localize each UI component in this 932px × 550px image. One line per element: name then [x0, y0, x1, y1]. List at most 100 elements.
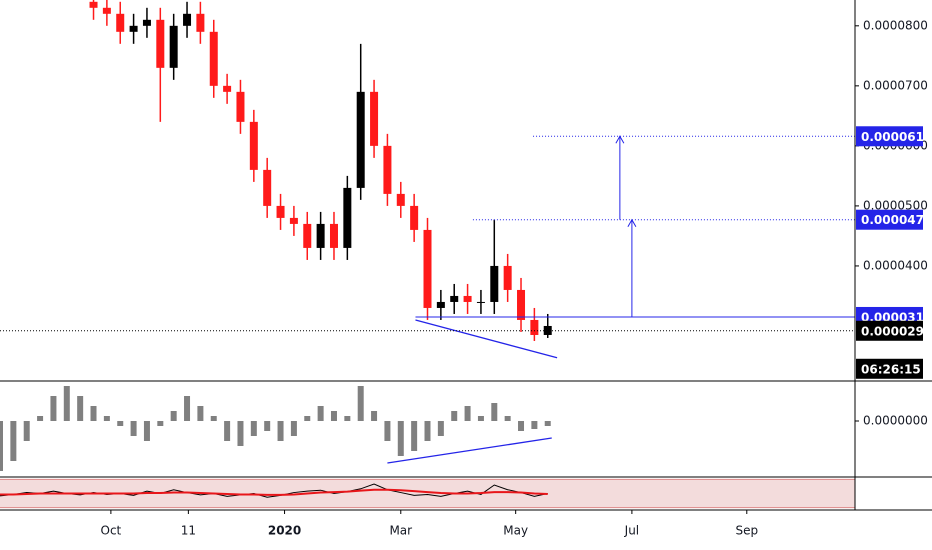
histogram-bar [424, 421, 431, 441]
candle-body [89, 1, 98, 8]
candle-body [289, 217, 298, 224]
y-tick-label: 0.0000800 [863, 18, 928, 32]
histogram-bar [411, 421, 418, 451]
candle-body [156, 19, 165, 68]
histogram-bar [250, 421, 257, 436]
histogram-bar [477, 416, 484, 421]
histogram-bar [357, 386, 364, 421]
candle-body [436, 301, 445, 308]
candle-body [396, 193, 405, 206]
y-tick-label: 0.0000000 [863, 414, 928, 428]
candle-body [249, 121, 258, 170]
histogram-bar [63, 386, 70, 421]
price-tag [856, 320, 923, 341]
candle-body [116, 13, 125, 32]
candle-body [450, 295, 459, 302]
candle-body [356, 91, 365, 188]
oscillator-ma [0, 488, 548, 496]
level-tag-text: 0.0000616 [861, 130, 932, 144]
x-tick-label: 2020 [268, 524, 301, 538]
histogram-bar [197, 406, 204, 421]
candle-body [129, 25, 138, 32]
histogram-bar [317, 406, 324, 421]
candle-body [543, 325, 552, 335]
x-tick-label: Jul [624, 524, 639, 538]
candle-body [102, 7, 111, 14]
arrow-head [627, 218, 637, 227]
candle-body [383, 145, 392, 194]
y-tick-label: 0.0000400 [863, 258, 928, 272]
candle-body [169, 25, 178, 68]
histogram-bar [0, 421, 3, 471]
candle-body [209, 31, 218, 86]
candle-body [142, 19, 151, 26]
histogram-bar [237, 421, 244, 446]
histogram-bar [37, 416, 44, 421]
x-tick-label: Sep [735, 524, 758, 538]
candle-body [329, 223, 338, 248]
candle-body [517, 289, 526, 320]
level-tag-text: 0.0000477 [861, 213, 932, 227]
histogram-bar [397, 421, 404, 456]
histogram-bar [518, 421, 525, 431]
trendline [415, 319, 558, 359]
candle-body [410, 205, 419, 230]
candle-body [476, 301, 485, 303]
histogram-bar [170, 411, 177, 421]
histogram-bar [10, 421, 17, 461]
candle-body [370, 91, 379, 146]
x-tick-label: Mar [389, 524, 412, 538]
histogram-bar [130, 421, 137, 436]
candle-body [236, 91, 245, 122]
level-tag [856, 209, 923, 230]
histogram-bar [77, 396, 84, 421]
histogram-bar [210, 416, 217, 421]
candle-body [343, 187, 352, 248]
y-tick-label: 0.0000500 [863, 198, 928, 212]
y-tick-label: 0.0000700 [863, 78, 928, 92]
histogram-bar [143, 421, 150, 441]
histogram-bar [344, 416, 351, 421]
candle-body [223, 85, 232, 92]
candle-body [276, 205, 285, 218]
candle-body [503, 265, 512, 290]
candle-body [463, 295, 472, 302]
histogram-bar [464, 406, 471, 421]
candle-body [423, 229, 432, 308]
candle-body [183, 13, 192, 26]
histogram-bar [437, 421, 444, 436]
candle-body [196, 13, 205, 32]
candle-body [316, 223, 325, 248]
price-tag-text: 0.0000292 [861, 324, 932, 338]
x-tick-label: 11 [181, 524, 196, 538]
histogram-bar [117, 421, 124, 426]
countdown-tag [856, 358, 923, 379]
histogram-bar [451, 411, 458, 421]
level-tag [856, 126, 923, 147]
x-tick-label: Oct [101, 524, 122, 538]
histogram-bar [23, 421, 30, 441]
histogram-bar [384, 421, 391, 441]
histogram-bar [184, 396, 191, 421]
histogram-bar [304, 416, 311, 421]
candle-body [490, 265, 499, 302]
candle-body [303, 223, 312, 248]
histogram-bar [504, 416, 511, 421]
histogram-bar [544, 421, 551, 426]
indicator-trendline [387, 437, 552, 464]
histogram-bar [264, 421, 271, 431]
candle-body [530, 319, 539, 335]
histogram-bar [531, 421, 538, 429]
candle-body [263, 169, 272, 206]
countdown-tag-text: 06:26:15 [861, 362, 921, 376]
histogram-bar [50, 396, 57, 421]
histogram-bar [371, 411, 378, 421]
histogram-bar [330, 411, 337, 421]
histogram-bar [157, 421, 164, 426]
x-tick-label: May [503, 524, 528, 538]
histogram-bar [290, 421, 297, 436]
histogram-bar [103, 416, 110, 421]
histogram-bar [277, 421, 284, 441]
